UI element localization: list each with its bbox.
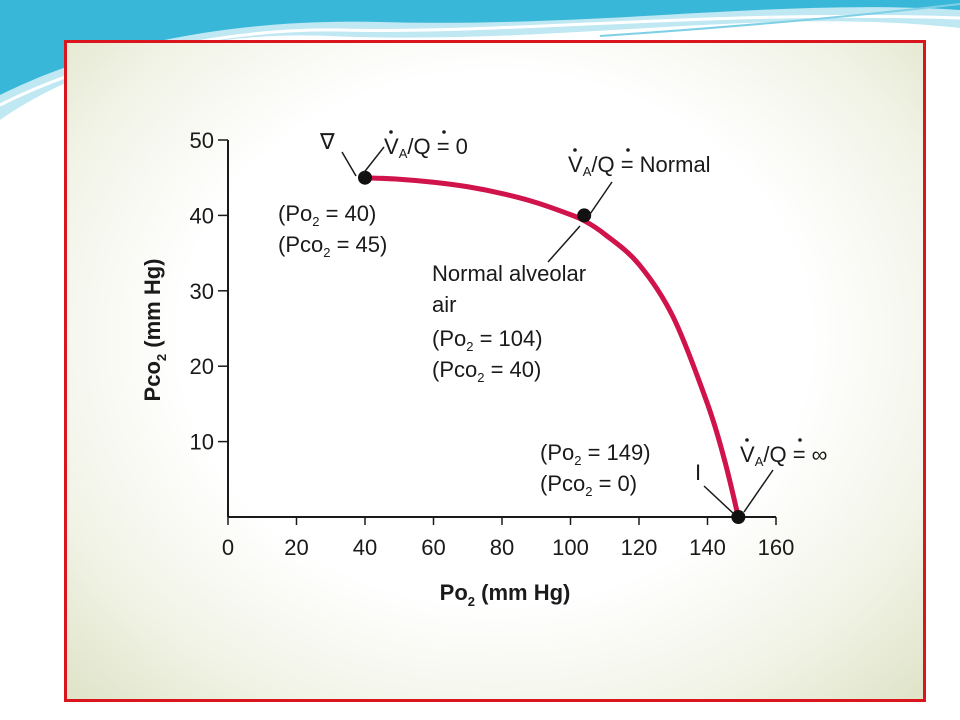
leader-lines [341, 146, 774, 515]
inspired-leader-right [743, 469, 774, 513]
normal-ratio-label: VA/Q = Normal [568, 152, 711, 179]
x-tick-label: 60 [421, 535, 445, 560]
slide-header-swoosh [0, 0, 960, 120]
normal-po2-label: (Po2 = 104) [432, 326, 543, 354]
figure-frame [64, 40, 926, 702]
ratio-overdots [389, 130, 802, 442]
y-tick-label: 30 [190, 279, 214, 304]
inspired-q-dot [798, 438, 802, 442]
normal-q-dot [626, 148, 630, 152]
venous-leader-left [341, 151, 357, 177]
venous-symbol: ∇ [319, 129, 335, 154]
normal-v-dot [573, 148, 577, 152]
x-axis-title: Po2 (mm Hg) [440, 580, 571, 609]
slide-header-swoosh-band [0, 0, 960, 95]
x-tick-label: 120 [621, 535, 658, 560]
x-tick-label: 140 [689, 535, 726, 560]
normal-leader-bottom [547, 225, 581, 263]
points-layer [358, 170, 746, 524]
y-tick-label: 20 [190, 354, 214, 379]
normal-desc-line1: Normal alveolar [432, 261, 586, 286]
venous-q-dot [442, 130, 446, 134]
x-tick-label: 80 [490, 535, 514, 560]
inspired-point [731, 510, 746, 524]
x-tick-label: 160 [758, 535, 795, 560]
y-tick-label: 10 [190, 430, 214, 455]
venous-pco2-label: (Pco2 = 45) [278, 232, 387, 260]
venous-v-dot [389, 130, 393, 134]
normal-alveolar-point [577, 208, 592, 223]
x-tick-label: 0 [222, 535, 234, 560]
y-tick-label: 40 [190, 203, 214, 228]
inspired-symbol: I [695, 460, 701, 485]
inspired-v-dot [745, 438, 749, 442]
x-tick-label: 20 [284, 535, 308, 560]
inspired-pco2-label: (Pco2 = 0) [540, 471, 637, 499]
va-q-curve [362, 175, 741, 520]
normal-leader-top [587, 181, 613, 218]
y-tick-label: 50 [190, 128, 214, 153]
x-tick-label: 100 [552, 535, 589, 560]
venous-point [358, 170, 372, 185]
venous-ratio-label: VA/Q = 0 [384, 134, 468, 161]
y-axis-title: Pco2 (mm Hg) [140, 259, 169, 402]
curve-layer [362, 175, 741, 520]
normal-desc-line2: air [432, 292, 456, 317]
inspired-po2-label: (Po2 = 149) [540, 440, 651, 468]
venous-leader-right [361, 146, 385, 176]
ticks: 0 20 40 60 80 100 120 140 160 10 20 30 40 50 [190, 128, 795, 560]
slide-header-swoosh-line-2 [599, 3, 960, 37]
inspired-ratio-label: VA/Q = ∞ [740, 442, 827, 469]
inspired-leader-left [703, 485, 735, 515]
x-tick-label: 40 [353, 535, 377, 560]
venous-po2-label: (Po2 = 40) [278, 201, 376, 229]
normal-pco2-label: (Pco2 = 40) [432, 357, 541, 385]
